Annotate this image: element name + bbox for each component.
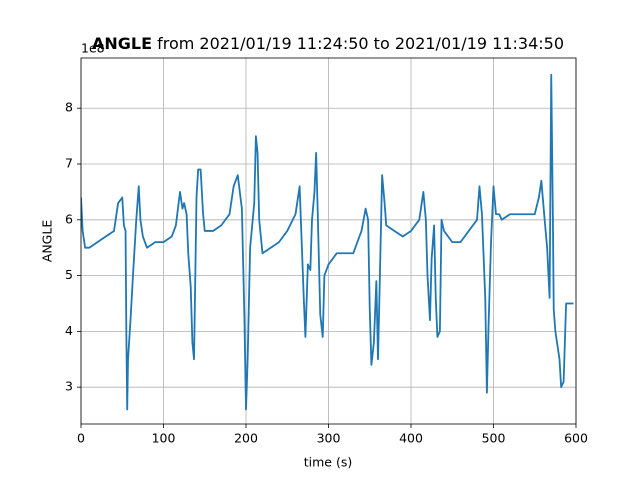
x-tick-label: 200 [234, 431, 258, 446]
y-offset-label: 1e8 [81, 41, 105, 56]
y-tick-label: 5 [65, 267, 73, 282]
title-rest: from 2021/01/19 11:24:50 to 2021/01/19 1… [157, 34, 564, 53]
x-tick-label: 600 [564, 431, 588, 446]
y-tick-label: 8 [65, 100, 73, 115]
y-axis-label: ANGLE [40, 220, 55, 263]
y-tick-label: 7 [65, 156, 73, 171]
x-tick-label: 500 [482, 431, 506, 446]
chart-title: ANGLE from 2021/01/19 11:24:50 to 2021/0… [92, 34, 564, 53]
x-axis-label: time (s) [304, 455, 352, 470]
x-tick-label: 0 [77, 431, 85, 446]
x-tick-label: 400 [399, 431, 423, 446]
y-tick-label: 4 [65, 323, 73, 338]
title-bold: ANGLE [92, 34, 152, 53]
plot-frame [80, 57, 577, 425]
y-tick-label: 3 [65, 379, 73, 394]
y-tick-label: 6 [65, 211, 73, 226]
x-tick-label: 100 [152, 431, 176, 446]
data-line [81, 73, 574, 411]
x-tick-label: 300 [317, 431, 341, 446]
